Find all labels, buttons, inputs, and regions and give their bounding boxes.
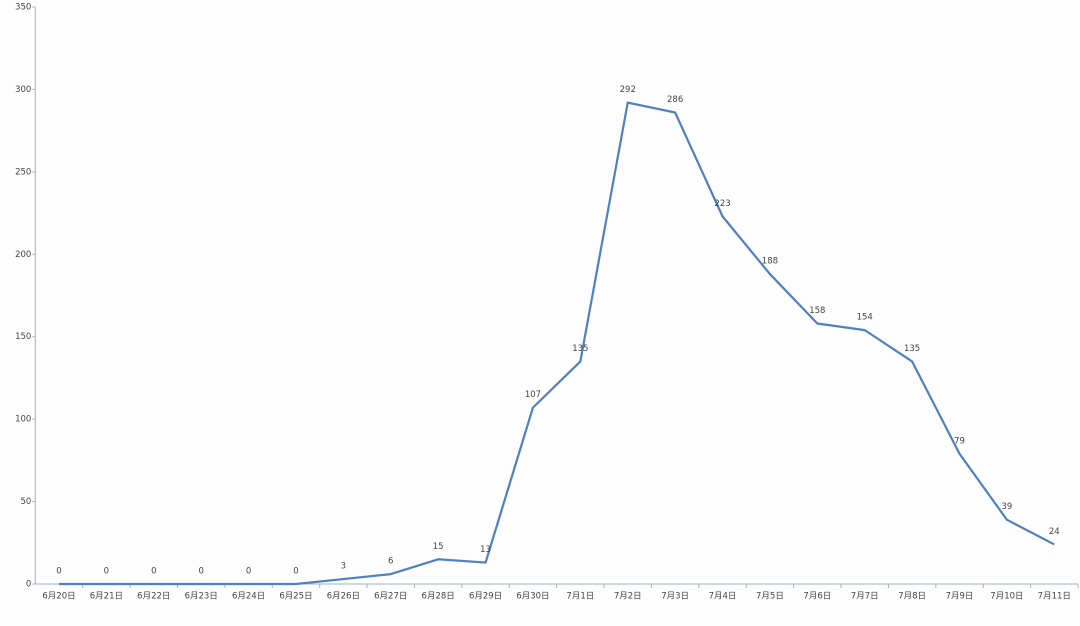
x-tick-label: 6月23日 xyxy=(185,592,218,602)
data-label: 0 xyxy=(104,567,109,577)
x-tick-label: 6月20日 xyxy=(42,592,75,602)
x-tick-label: 6月26日 xyxy=(327,592,360,602)
data-label: 39 xyxy=(1001,502,1012,512)
data-label: 188 xyxy=(762,257,778,267)
y-tick-label: 150 xyxy=(15,332,31,342)
data-label: 13 xyxy=(480,545,491,555)
x-tick-label: 7月3日 xyxy=(661,592,689,602)
data-label: 0 xyxy=(246,567,251,577)
data-label: 0 xyxy=(151,567,156,577)
data-label: 154 xyxy=(857,313,873,323)
y-tick-label: 0 xyxy=(26,580,31,590)
line xyxy=(58,101,1055,586)
x-tick-label: 7月10日 xyxy=(990,592,1023,602)
x-tick-label: 7月7日 xyxy=(851,592,879,602)
x-tick-label: 6月28日 xyxy=(422,592,455,602)
y-tick-label: 100 xyxy=(15,415,31,425)
data-label: 3 xyxy=(341,562,346,572)
data-label: 15 xyxy=(433,542,444,552)
y-tick-label: 50 xyxy=(20,497,31,507)
x-tick-label: 7月4日 xyxy=(709,592,737,602)
data-label: 0 xyxy=(198,567,203,577)
data-label: 6 xyxy=(388,557,393,567)
x-tick-label: 7月1日 xyxy=(566,592,594,602)
data-label: 79 xyxy=(954,436,965,446)
x-tick-label: 6月27日 xyxy=(374,592,407,602)
data-label: 158 xyxy=(809,306,825,316)
x-tick-label: 7月11日 xyxy=(1038,592,1071,602)
data-label: 0 xyxy=(56,567,61,577)
y-tick-label: 350 xyxy=(15,3,31,13)
data-label: 24 xyxy=(1049,527,1060,537)
y-tick-label: 300 xyxy=(15,85,31,95)
x-tick-label: 7月2日 xyxy=(614,592,642,602)
x-tick-label: 7月9日 xyxy=(946,592,974,602)
x-tick-label: 6月24日 xyxy=(232,592,265,602)
data-label: 135 xyxy=(904,344,920,354)
x-tick-label: 7月8日 xyxy=(898,592,926,602)
data-label: 223 xyxy=(714,199,730,209)
x-tick-label: 6月22日 xyxy=(137,592,170,602)
data-label: 0 xyxy=(293,567,298,577)
y-tick-label: 250 xyxy=(15,167,31,177)
x-tick-label: 6月29日 xyxy=(469,592,502,602)
x-tick-label: 7月6日 xyxy=(803,592,831,602)
data-label: 292 xyxy=(620,85,636,95)
x-tick-label: 7月5日 xyxy=(756,592,784,602)
data-label: 135 xyxy=(572,344,588,354)
data-label: 286 xyxy=(667,95,683,105)
x-tick-label: 6月25日 xyxy=(279,592,312,602)
data-label: 107 xyxy=(525,390,541,400)
x-tick-label: 6月30日 xyxy=(516,592,549,602)
x-tick-label: 6月21日 xyxy=(90,592,123,602)
y-tick-label: 200 xyxy=(15,250,31,260)
